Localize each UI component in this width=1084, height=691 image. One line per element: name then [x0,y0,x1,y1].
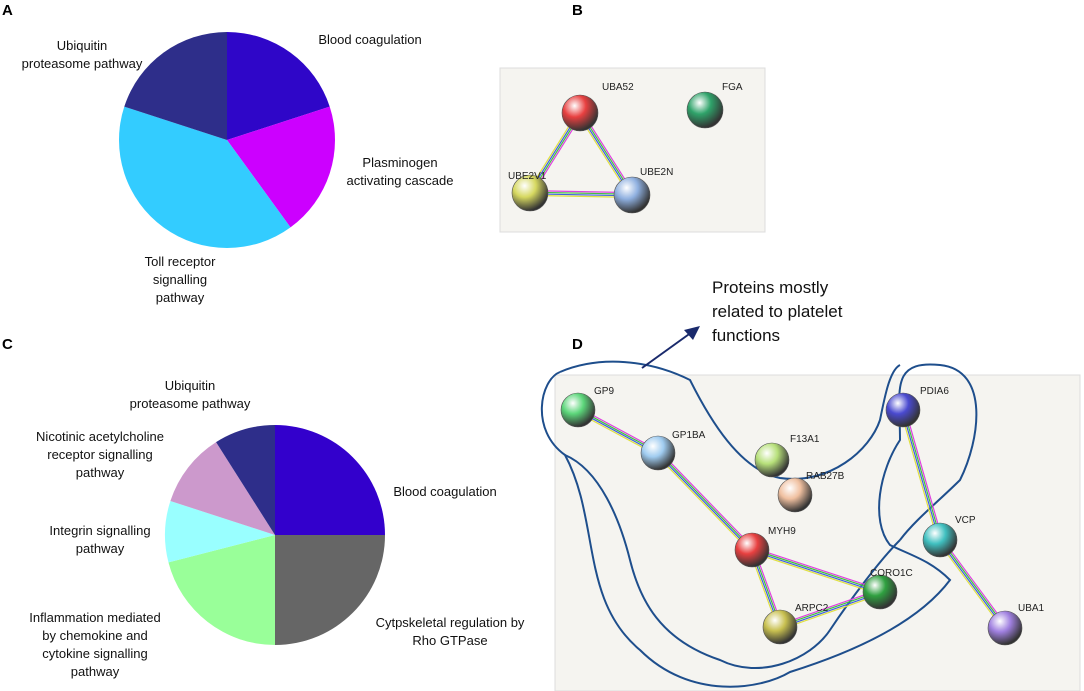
node-label: RAB27B [806,471,845,482]
edge [752,547,881,591]
node-label: CORO1C [870,568,913,579]
node-label: F13A1 [790,434,820,445]
edge [751,550,880,594]
protein-node [613,176,651,214]
panel-label: A [2,2,13,19]
pie-slice [170,442,275,535]
edge [656,453,752,551]
arrow [641,331,693,369]
slice-label: Nicotinic acetylcholine receptor signall… [36,429,164,480]
edge [751,551,880,595]
node-label: GP1BA [672,430,706,441]
edge [904,409,943,540]
edge [900,410,939,541]
edge [780,592,881,629]
slice-label: Toll receptor signalling pathway [144,254,216,305]
node-label: ARPC2 [795,603,829,614]
edge [659,450,755,549]
protein-node [560,392,596,428]
protein-node [762,609,798,645]
node-label: UBE2V1 [508,171,547,182]
arrow-head [684,326,700,340]
panel-label: C [2,336,13,353]
edge [937,541,1004,630]
protein-node [640,435,676,471]
panel-label: D [572,336,583,353]
edge [779,590,880,627]
edge [901,410,940,541]
edge [941,538,1008,627]
slice-label: Plasminogen activating cascade [346,155,454,188]
pie-slice [227,32,330,140]
node-label: UBE2N [640,167,674,178]
protein-node [686,91,724,129]
slice-label: Blood coagulation [393,484,497,499]
edge [938,540,1005,629]
slice-label: Integrin signalling pathway [49,523,151,556]
node-label: GP9 [594,386,615,397]
edge [752,548,881,592]
protein-node [922,522,958,558]
node-label: PDIA6 [920,386,949,397]
protein-node [734,532,770,568]
pie-slice [165,501,275,563]
pie-slice [124,32,227,140]
edge [658,452,754,550]
protein-node [987,610,1023,646]
protein-node [561,94,599,132]
slice-label: Ubiquitin proteasome pathway [21,38,143,71]
pie-slice [227,106,335,228]
pie-slice [216,425,275,535]
slice-label: Inflammation mediated by chemokine and c… [29,610,161,679]
outline [540,363,978,688]
pie-slice [275,535,385,645]
slice-label: Cytpskeletal regulation by Rho GTPase [375,615,525,648]
edge [779,589,880,626]
edge [903,409,942,540]
protein-node [511,174,549,212]
edge [655,454,751,553]
pie-slice [118,106,291,249]
annotation: Proteins mostly related to platelet func… [712,278,843,345]
protein-node [754,442,790,478]
panel-label: B [572,2,583,19]
pie-slice [275,425,385,535]
node-label: FGA [722,82,743,93]
node-label: VCP [955,515,976,526]
protein-node [885,392,921,428]
protein-node [862,574,898,610]
slice-label: Blood coagulation [318,32,422,47]
edge [780,593,881,630]
node-label: MYH9 [768,526,796,537]
protein-node [777,477,813,513]
pie-slice [168,535,275,645]
node-label: UBA52 [602,82,634,93]
slice-label: Ubiquitin proteasome pathway [129,378,251,411]
node-label: UBA1 [1018,603,1045,614]
edge [940,539,1007,628]
